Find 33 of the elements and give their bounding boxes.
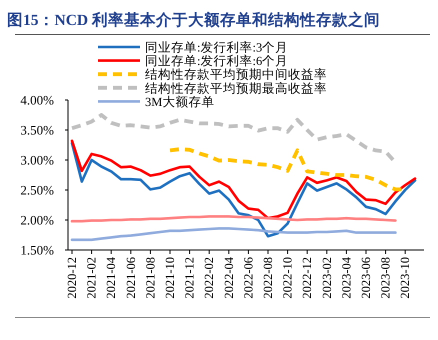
chart-title: 图15：NCD 利率基本介于大额存单和结构性存款之间 [7,11,380,29]
x-tick-label: 2021-06 [124,257,138,299]
x-tick-label: 2021-12 [182,257,197,299]
y-tick-label: 4.00% [20,92,54,108]
x-tick-label: 2023-04 [339,256,354,299]
x-tick-label: 2023-06 [359,257,373,299]
line-series [70,142,416,238]
x-tick-label: 2022-06 [241,257,256,299]
x-tick-label: 2021-08 [143,257,158,299]
line-series [70,227,397,242]
y-tick-label: 2.00% [20,212,54,228]
y-tick-label: 3.00% [20,152,54,168]
x-tick-label: 2023-08 [378,257,393,299]
x-tick-label: 2021-02 [84,257,99,299]
x-tick-label: 2022-04 [222,256,236,299]
y-tick-label: 3.50% [20,122,54,138]
x-tick-label: 2023-02 [320,257,334,299]
x-tick-label: 2022-12 [300,257,314,299]
legend-label: 同业存单:发行利率:3个月 [145,40,288,54]
line-series [70,140,416,220]
x-tick-label: 2022-10 [280,257,295,299]
x-tick-label: 2022-08 [261,257,275,299]
x-tick-label: 2021-10 [163,257,177,299]
legend-label: 结构性存款平均预期中间收益率 [145,66,327,82]
legend-label: 同业存单:发行利率:6个月 [145,53,288,68]
y-tick-label: 2.50% [20,182,54,198]
x-tick-label: 2022-02 [202,257,216,299]
legend-label: 结构性存款平均预期最高收益率 [145,80,327,96]
x-tick-label: 2020-12 [65,257,79,299]
y-tick-label: 1.50% [20,242,54,258]
legend-label: 3M大额存单 [145,94,214,109]
x-tick-label: 2023-10 [398,257,412,299]
x-tick-label: 2021-04 [104,256,118,299]
